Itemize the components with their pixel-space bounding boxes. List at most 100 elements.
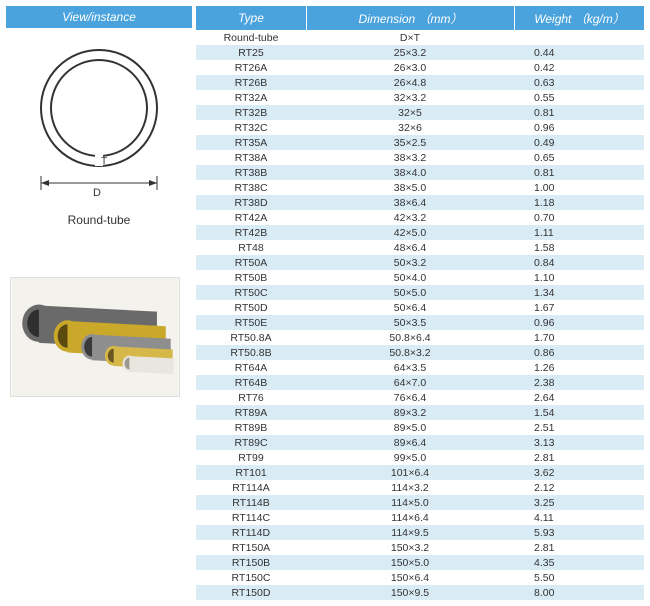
table-row: RT38A38×3.20.65 [196, 150, 644, 165]
cell-weight: 0.65 [514, 150, 644, 165]
table-row: RT64B64×7.02.38 [196, 375, 644, 390]
cell-type: RT25 [196, 45, 306, 60]
cell-weight [514, 30, 644, 45]
cell-type: RT114C [196, 510, 306, 525]
spec-table: Round-tubeD×TRT2525×3.20.44RT26A26×3.00.… [196, 30, 644, 600]
cell-type: RT114D [196, 525, 306, 540]
table-row: RT114B114×5.03.25 [196, 495, 644, 510]
cell-type: Round-tube [196, 30, 306, 45]
cell-dimension: 50.8×6.4 [306, 330, 514, 345]
cell-type: RT89B [196, 420, 306, 435]
cell-dimension: 89×3.2 [306, 405, 514, 420]
spec-sheet: View/instance T D Round-tube [0, 0, 650, 606]
cell-weight: 0.84 [514, 255, 644, 270]
table-row: RT50B50×4.01.10 [196, 270, 644, 285]
table-row: RT89A89×3.21.54 [196, 405, 644, 420]
cell-type: RT114A [196, 480, 306, 495]
cell-dimension: 50×6.4 [306, 300, 514, 315]
table-row: RT9999×5.02.81 [196, 450, 644, 465]
cell-weight: 8.00 [514, 585, 644, 600]
cell-type: RT150A [196, 540, 306, 555]
table-row: RT150C150×6.45.50 [196, 570, 644, 585]
table-row: RT89B89×5.02.51 [196, 420, 644, 435]
cell-dimension: 89×6.4 [306, 435, 514, 450]
cell-weight: 3.62 [514, 465, 644, 480]
cell-weight: 2.81 [514, 540, 644, 555]
cell-type: RT38C [196, 180, 306, 195]
cell-dimension: 42×3.2 [306, 210, 514, 225]
table-row: RT101101×6.43.62 [196, 465, 644, 480]
cell-dimension: 38×4.0 [306, 165, 514, 180]
cell-weight: 0.81 [514, 165, 644, 180]
table-row: RT26A26×3.00.42 [196, 60, 644, 75]
cell-weight: 1.11 [514, 225, 644, 240]
cell-dimension: 42×5.0 [306, 225, 514, 240]
cell-weight: 1.54 [514, 405, 644, 420]
cell-dimension: 50×4.0 [306, 270, 514, 285]
cell-weight: 1.34 [514, 285, 644, 300]
cell-dimension: 101×6.4 [306, 465, 514, 480]
cell-type: RT50.8B [196, 345, 306, 360]
cell-type: RT150B [196, 555, 306, 570]
left-column: View/instance T D Round-tube [6, 6, 192, 600]
cell-dimension: 150×9.5 [306, 585, 514, 600]
cell-weight: 0.49 [514, 135, 644, 150]
cell-type: RT26B [196, 75, 306, 90]
cell-type: RT89A [196, 405, 306, 420]
cell-dimension: 38×6.4 [306, 195, 514, 210]
table-row: RT50C50×5.01.34 [196, 285, 644, 300]
cell-type: RT64A [196, 360, 306, 375]
cell-weight: 0.70 [514, 210, 644, 225]
cell-type: RT26A [196, 60, 306, 75]
table-row: RT150B150×5.04.35 [196, 555, 644, 570]
cell-weight: 1.58 [514, 240, 644, 255]
cell-type: RT48 [196, 240, 306, 255]
product-photo [6, 273, 192, 401]
cell-dimension: 38×3.2 [306, 150, 514, 165]
cell-weight: 3.13 [514, 435, 644, 450]
cell-type: RT42A [196, 210, 306, 225]
table-row: RT32C32×60.96 [196, 120, 644, 135]
t-label: T [101, 156, 107, 167]
cell-weight: 0.81 [514, 105, 644, 120]
cell-dimension: 114×6.4 [306, 510, 514, 525]
cell-type: RT50E [196, 315, 306, 330]
cell-weight: 5.50 [514, 570, 644, 585]
cell-dimension: 25×3.2 [306, 45, 514, 60]
cell-type: RT32C [196, 120, 306, 135]
table-row: RT2525×3.20.44 [196, 45, 644, 60]
cell-dimension: 64×3.5 [306, 360, 514, 375]
cell-weight: 4.11 [514, 510, 644, 525]
table-row: RT64A64×3.51.26 [196, 360, 644, 375]
table-row: RT50.8A50.8×6.41.70 [196, 330, 644, 345]
cell-weight: 2.81 [514, 450, 644, 465]
cell-type: RT76 [196, 390, 306, 405]
cell-type: RT38D [196, 195, 306, 210]
cell-weight: 2.38 [514, 375, 644, 390]
cell-dimension: 114×3.2 [306, 480, 514, 495]
cell-type: RT50A [196, 255, 306, 270]
cell-type: RT150D [196, 585, 306, 600]
table-header: Type Dimension （mm） Weight （kg/m） [196, 6, 644, 30]
cell-type: RT38A [196, 150, 306, 165]
cell-weight: 2.12 [514, 480, 644, 495]
cell-dimension: 150×6.4 [306, 570, 514, 585]
cell-dimension: 64×7.0 [306, 375, 514, 390]
cell-dimension: 150×5.0 [306, 555, 514, 570]
cell-weight: 0.96 [514, 315, 644, 330]
cell-weight: 1.26 [514, 360, 644, 375]
cell-dimension: 32×3.2 [306, 90, 514, 105]
right-column: Type Dimension （mm） Weight （kg/m） Round-… [196, 6, 644, 600]
cell-type: RT99 [196, 450, 306, 465]
cell-dimension: 50×3.2 [306, 255, 514, 270]
cell-type: RT64B [196, 375, 306, 390]
cell-type: RT42B [196, 225, 306, 240]
cell-dimension: 99×5.0 [306, 450, 514, 465]
table-row: RT50E50×3.50.96 [196, 315, 644, 330]
cell-dimension: 32×6 [306, 120, 514, 135]
cell-weight: 0.86 [514, 345, 644, 360]
cell-type: RT50.8A [196, 330, 306, 345]
cell-weight: 2.51 [514, 420, 644, 435]
cell-dimension: 114×5.0 [306, 495, 514, 510]
table-row: RT32A32×3.20.55 [196, 90, 644, 105]
